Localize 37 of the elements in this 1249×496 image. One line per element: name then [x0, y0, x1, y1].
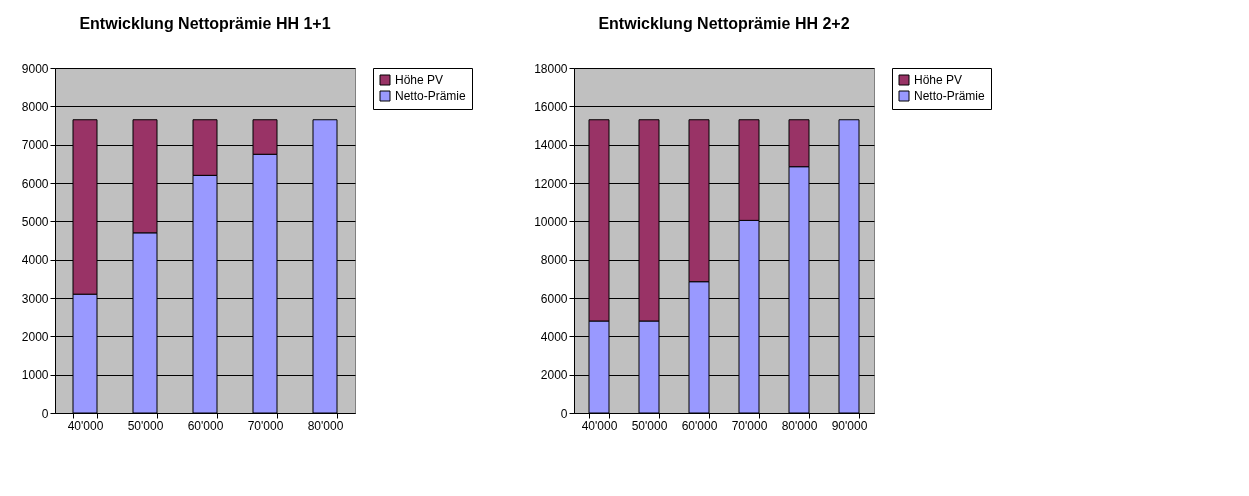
- y-tick-label: 6000: [21, 176, 49, 191]
- y-tick-label: 14000: [534, 138, 568, 153]
- y-tick-label: 8000: [21, 99, 49, 114]
- x-tick-label: 50'000: [631, 418, 668, 433]
- x-tick-label: 80'000: [307, 418, 344, 433]
- y-tick-label: 0: [560, 406, 568, 421]
- y-tick-label: 9000: [21, 61, 49, 76]
- chart-title: Entwicklung Nettoprämie HH 1+1: [79, 15, 331, 32]
- legend-label: Höhe PV: [914, 73, 963, 87]
- y-tick-label: 1000: [21, 368, 49, 383]
- y-tick-label: 6000: [540, 291, 568, 306]
- x-tick-label: 70'000: [247, 418, 284, 433]
- x-tick-label: 60'000: [681, 418, 718, 433]
- chart-title: Entwicklung Nettoprämie HH 2+2: [598, 15, 850, 32]
- y-tick-label: 12000: [534, 176, 568, 191]
- x-tick-label: 90'000: [831, 418, 868, 433]
- x-tick-label: 50'000: [127, 418, 164, 433]
- y-tick-label: 4000: [540, 329, 568, 344]
- y-tick-label: 10000: [534, 214, 568, 229]
- y-tick-label: 7000: [21, 138, 49, 153]
- x-tick-label: 70'000: [731, 418, 768, 433]
- y-tick-label: 3000: [21, 291, 49, 306]
- x-tick-label: 40'000: [67, 418, 104, 433]
- y-tick-label: 18000: [534, 61, 568, 76]
- y-tick-label: 4000: [21, 253, 49, 268]
- legend-label: Netto-Prämie: [395, 89, 467, 103]
- y-tick-label: 2000: [21, 329, 49, 344]
- y-tick-label: 0: [41, 406, 49, 421]
- y-tick-label: 5000: [21, 214, 49, 229]
- legend-label: Höhe PV: [395, 73, 444, 87]
- y-tick-label: 8000: [540, 253, 568, 268]
- x-tick-label: 80'000: [781, 418, 818, 433]
- x-tick-label: 60'000: [187, 418, 224, 433]
- y-tick-label: 2000: [540, 368, 568, 383]
- legend-label: Netto-Prämie: [914, 89, 986, 103]
- x-tick-label: 40'000: [581, 418, 618, 433]
- y-tick-label: 16000: [534, 99, 568, 114]
